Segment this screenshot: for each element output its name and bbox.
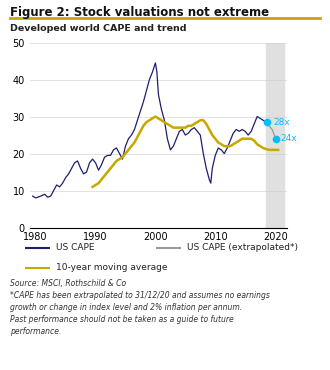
Text: Developed world CAPE and trend: Developed world CAPE and trend xyxy=(10,24,186,33)
Text: US CAPE (extrapolated*): US CAPE (extrapolated*) xyxy=(187,243,298,252)
Text: Source: MSCI, Rothschild & Co
*CAPE has been extrapolated to 31/12/20 and assume: Source: MSCI, Rothschild & Co *CAPE has … xyxy=(10,279,270,336)
Text: 24x: 24x xyxy=(280,134,297,143)
Text: 10-year moving average: 10-year moving average xyxy=(56,263,168,272)
Text: US CAPE: US CAPE xyxy=(56,243,95,252)
Text: 28x: 28x xyxy=(273,118,290,127)
Bar xyxy=(266,43,284,228)
Text: Figure 2: Stock valuations not extreme: Figure 2: Stock valuations not extreme xyxy=(10,6,269,18)
